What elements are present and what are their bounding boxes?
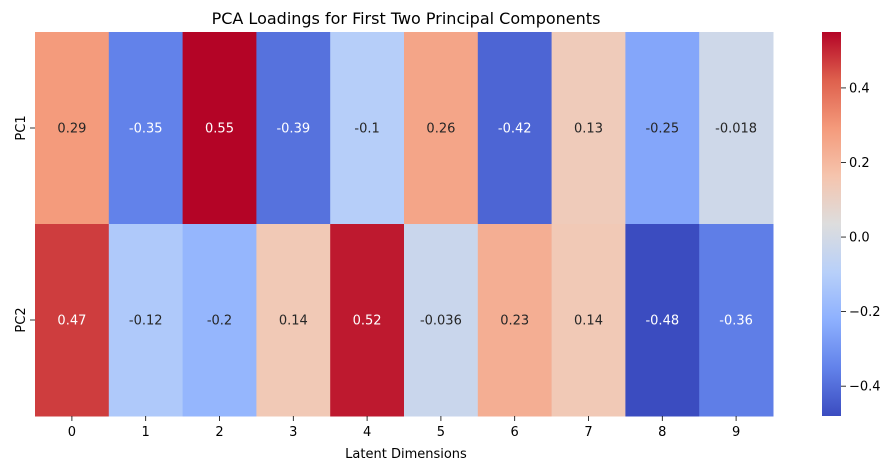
- x-tick-label: 7: [584, 425, 592, 440]
- heatmap-cell: [108, 224, 184, 417]
- cell-annotation: -0.42: [498, 122, 532, 137]
- heatmap-cell: [182, 32, 257, 225]
- x-tick-label: 1: [142, 425, 150, 440]
- cell-annotation: -0.39: [276, 122, 310, 137]
- heatmap-cell: [182, 224, 257, 417]
- cell-annotation: -0.12: [129, 314, 163, 329]
- x-tick-label: 5: [437, 425, 445, 440]
- heatmap-cell: [35, 224, 110, 417]
- heatmap-cell: [625, 32, 700, 225]
- y-tick-label: PC1: [14, 115, 29, 140]
- colorbar-tick-label: 0.2: [849, 156, 870, 171]
- x-axis-ticks: 0 1 2 3 4 5 6 7 8 9: [68, 416, 740, 440]
- colorbar-ticks: 0.4 0.2 0.0 −0.2 −0.4: [841, 81, 881, 395]
- cell-annotation: -0.36: [719, 314, 753, 329]
- heatmap-cell: [256, 224, 331, 417]
- heatmap-cell: [477, 224, 553, 417]
- cell-annotation: -0.018: [715, 122, 757, 137]
- cell-annotation: 0.13: [574, 122, 603, 137]
- colorbar-tick-label: −0.4: [849, 380, 881, 395]
- cell-annotation: 0.55: [205, 122, 234, 137]
- heatmap-cell: [108, 32, 184, 225]
- heatmap-cell: [699, 224, 774, 417]
- cell-annotation: 0.52: [353, 314, 382, 329]
- cell-annotation: 0.14: [574, 314, 603, 329]
- cell-annotation: -0.25: [645, 122, 679, 137]
- colorbar: [822, 32, 841, 416]
- colorbar-tick-label: −0.2: [849, 305, 881, 320]
- cell-annotation: -0.036: [420, 314, 462, 329]
- heatmap-cell: [551, 32, 626, 225]
- heatmap-cell: [330, 224, 405, 417]
- cell-annotation: 0.26: [426, 122, 455, 137]
- y-tick-label: PC2: [14, 307, 29, 332]
- chart-title: PCA Loadings for First Two Principal Com…: [212, 9, 601, 28]
- heatmap-cell: [256, 32, 331, 225]
- x-tick-label: 8: [658, 425, 666, 440]
- cell-annotation: 0.29: [57, 122, 86, 137]
- heatmap-cell: [699, 32, 774, 225]
- y-axis-ticks: PC1 PC2: [14, 115, 35, 333]
- heatmap-cell: [625, 224, 700, 417]
- heatmap-cell: [35, 32, 110, 225]
- x-tick-label: 4: [363, 425, 371, 440]
- heatmap-cell: [404, 32, 479, 225]
- cell-annotation: -0.1: [354, 122, 379, 137]
- cell-annotation: 0.14: [279, 314, 308, 329]
- heatmap-cell: [404, 224, 479, 417]
- cell-annotation: -0.2: [207, 314, 232, 329]
- heatmap-cell: [477, 32, 553, 225]
- heatmap-cell: [330, 32, 405, 225]
- cell-annotation: 0.47: [57, 314, 86, 329]
- cell-annotation: -0.48: [645, 314, 679, 329]
- x-tick-label: 3: [289, 425, 297, 440]
- x-tick-label: 9: [732, 425, 740, 440]
- cell-annotation: 0.23: [500, 314, 529, 329]
- x-tick-label: 0: [68, 425, 76, 440]
- heatmap-cell: [551, 224, 626, 417]
- x-tick-label: 6: [511, 425, 519, 440]
- cell-annotation: -0.35: [129, 122, 163, 137]
- colorbar-tick-label: 0.4: [849, 81, 870, 96]
- x-tick-label: 2: [215, 425, 223, 440]
- heatmap-cells: 0.29 -0.35 0.55 -0.39 -0.1 0.26 -0.42 0.13 -0.25…: [35, 32, 774, 417]
- colorbar-tick-label: 0.0: [849, 231, 870, 246]
- x-axis-label: Latent Dimensions: [345, 447, 467, 462]
